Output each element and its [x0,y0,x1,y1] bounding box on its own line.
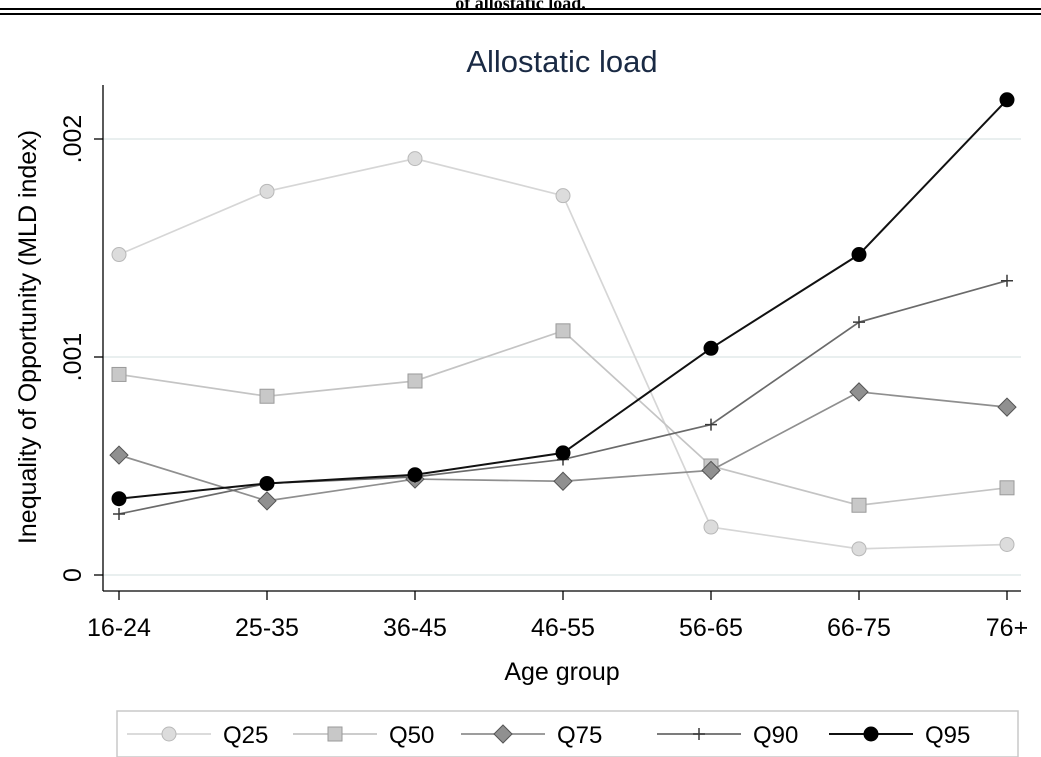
point-q95 [111,491,127,507]
line-q95 [118,99,1008,500]
legend-label-q95: Q95 [925,722,970,749]
point-q50 [407,373,423,389]
point-q75 [109,445,129,465]
legend-label-q75: Q75 [557,722,602,749]
series-q50 [111,323,1015,513]
point-q75 [701,460,721,481]
legend-marker-q90 [693,728,705,740]
point-q95 [703,340,719,356]
legend-label-q50: Q50 [389,722,434,749]
x-tick-label: 25-35 [235,614,299,642]
top-rule [0,8,1041,10]
legend-entry-q50: Q50 [293,722,434,749]
legend-marker-q50 [327,726,343,742]
legend-marker-q95 [863,726,879,742]
x-tick-label: 56-65 [679,614,743,642]
y-axis-label: Inequality of Opportunity (MLD index) [14,130,42,544]
axes: 0 .001 .002 16-24 25-35 36-45 46-55 56-65 66-75 7… [59,85,1028,642]
legend-entry-q25: Q25 [127,722,268,749]
legend-label-q90: Q90 [753,722,798,749]
legend: Q25 Q50 Q75 Q90 Q95 [127,722,970,749]
legend-marker-q25 [161,726,177,742]
point-q50 [999,480,1015,496]
y-tick-label: .002 [59,115,87,164]
x-tick-label: 46-55 [531,614,595,642]
series-layer [109,92,1017,557]
point-q25 [111,247,127,263]
point-q90 [705,418,717,431]
legend-label-q25: Q25 [223,722,268,749]
point-q25 [259,183,275,199]
point-q50 [851,497,867,513]
point-q95 [555,445,571,461]
point-q25 [851,541,867,557]
x-tick-label: 76+ [986,614,1028,642]
point-q50 [259,388,275,404]
point-q95 [259,475,275,491]
x-tick-label: 16-24 [87,614,151,642]
point-q75 [257,491,277,511]
x-tick-label: 36-45 [383,614,447,642]
point-q75 [553,471,573,491]
chart-title: Allostatic load [466,44,657,79]
point-q90 [1001,274,1013,287]
point-q95 [407,467,423,483]
point-q75 [997,397,1017,417]
point-q90 [113,507,125,520]
point-q25 [407,151,423,167]
point-q50 [555,323,571,339]
grid-lines [103,138,1021,576]
point-q25 [999,536,1015,552]
point-q50 [111,366,127,382]
y-tick-label: 0 [59,568,87,582]
y-tick-label: .001 [59,333,87,382]
series-q95 [111,92,1015,507]
legend-entry-q75: Q75 [461,722,602,749]
x-tick-label: 66-75 [827,614,891,642]
legend-entry-q95: Q95 [829,722,970,749]
point-q25 [703,519,719,535]
x-axis-label: Age group [504,658,619,686]
point-q95 [999,92,1015,108]
legend-marker-q75 [493,724,513,744]
point-q25 [555,188,571,204]
point-q75 [849,382,869,402]
point-q95 [851,247,867,263]
top-rule-second [0,13,1041,15]
legend-entry-q90: Q90 [657,722,798,749]
point-q90 [853,316,865,329]
series-q25 [111,151,1015,557]
